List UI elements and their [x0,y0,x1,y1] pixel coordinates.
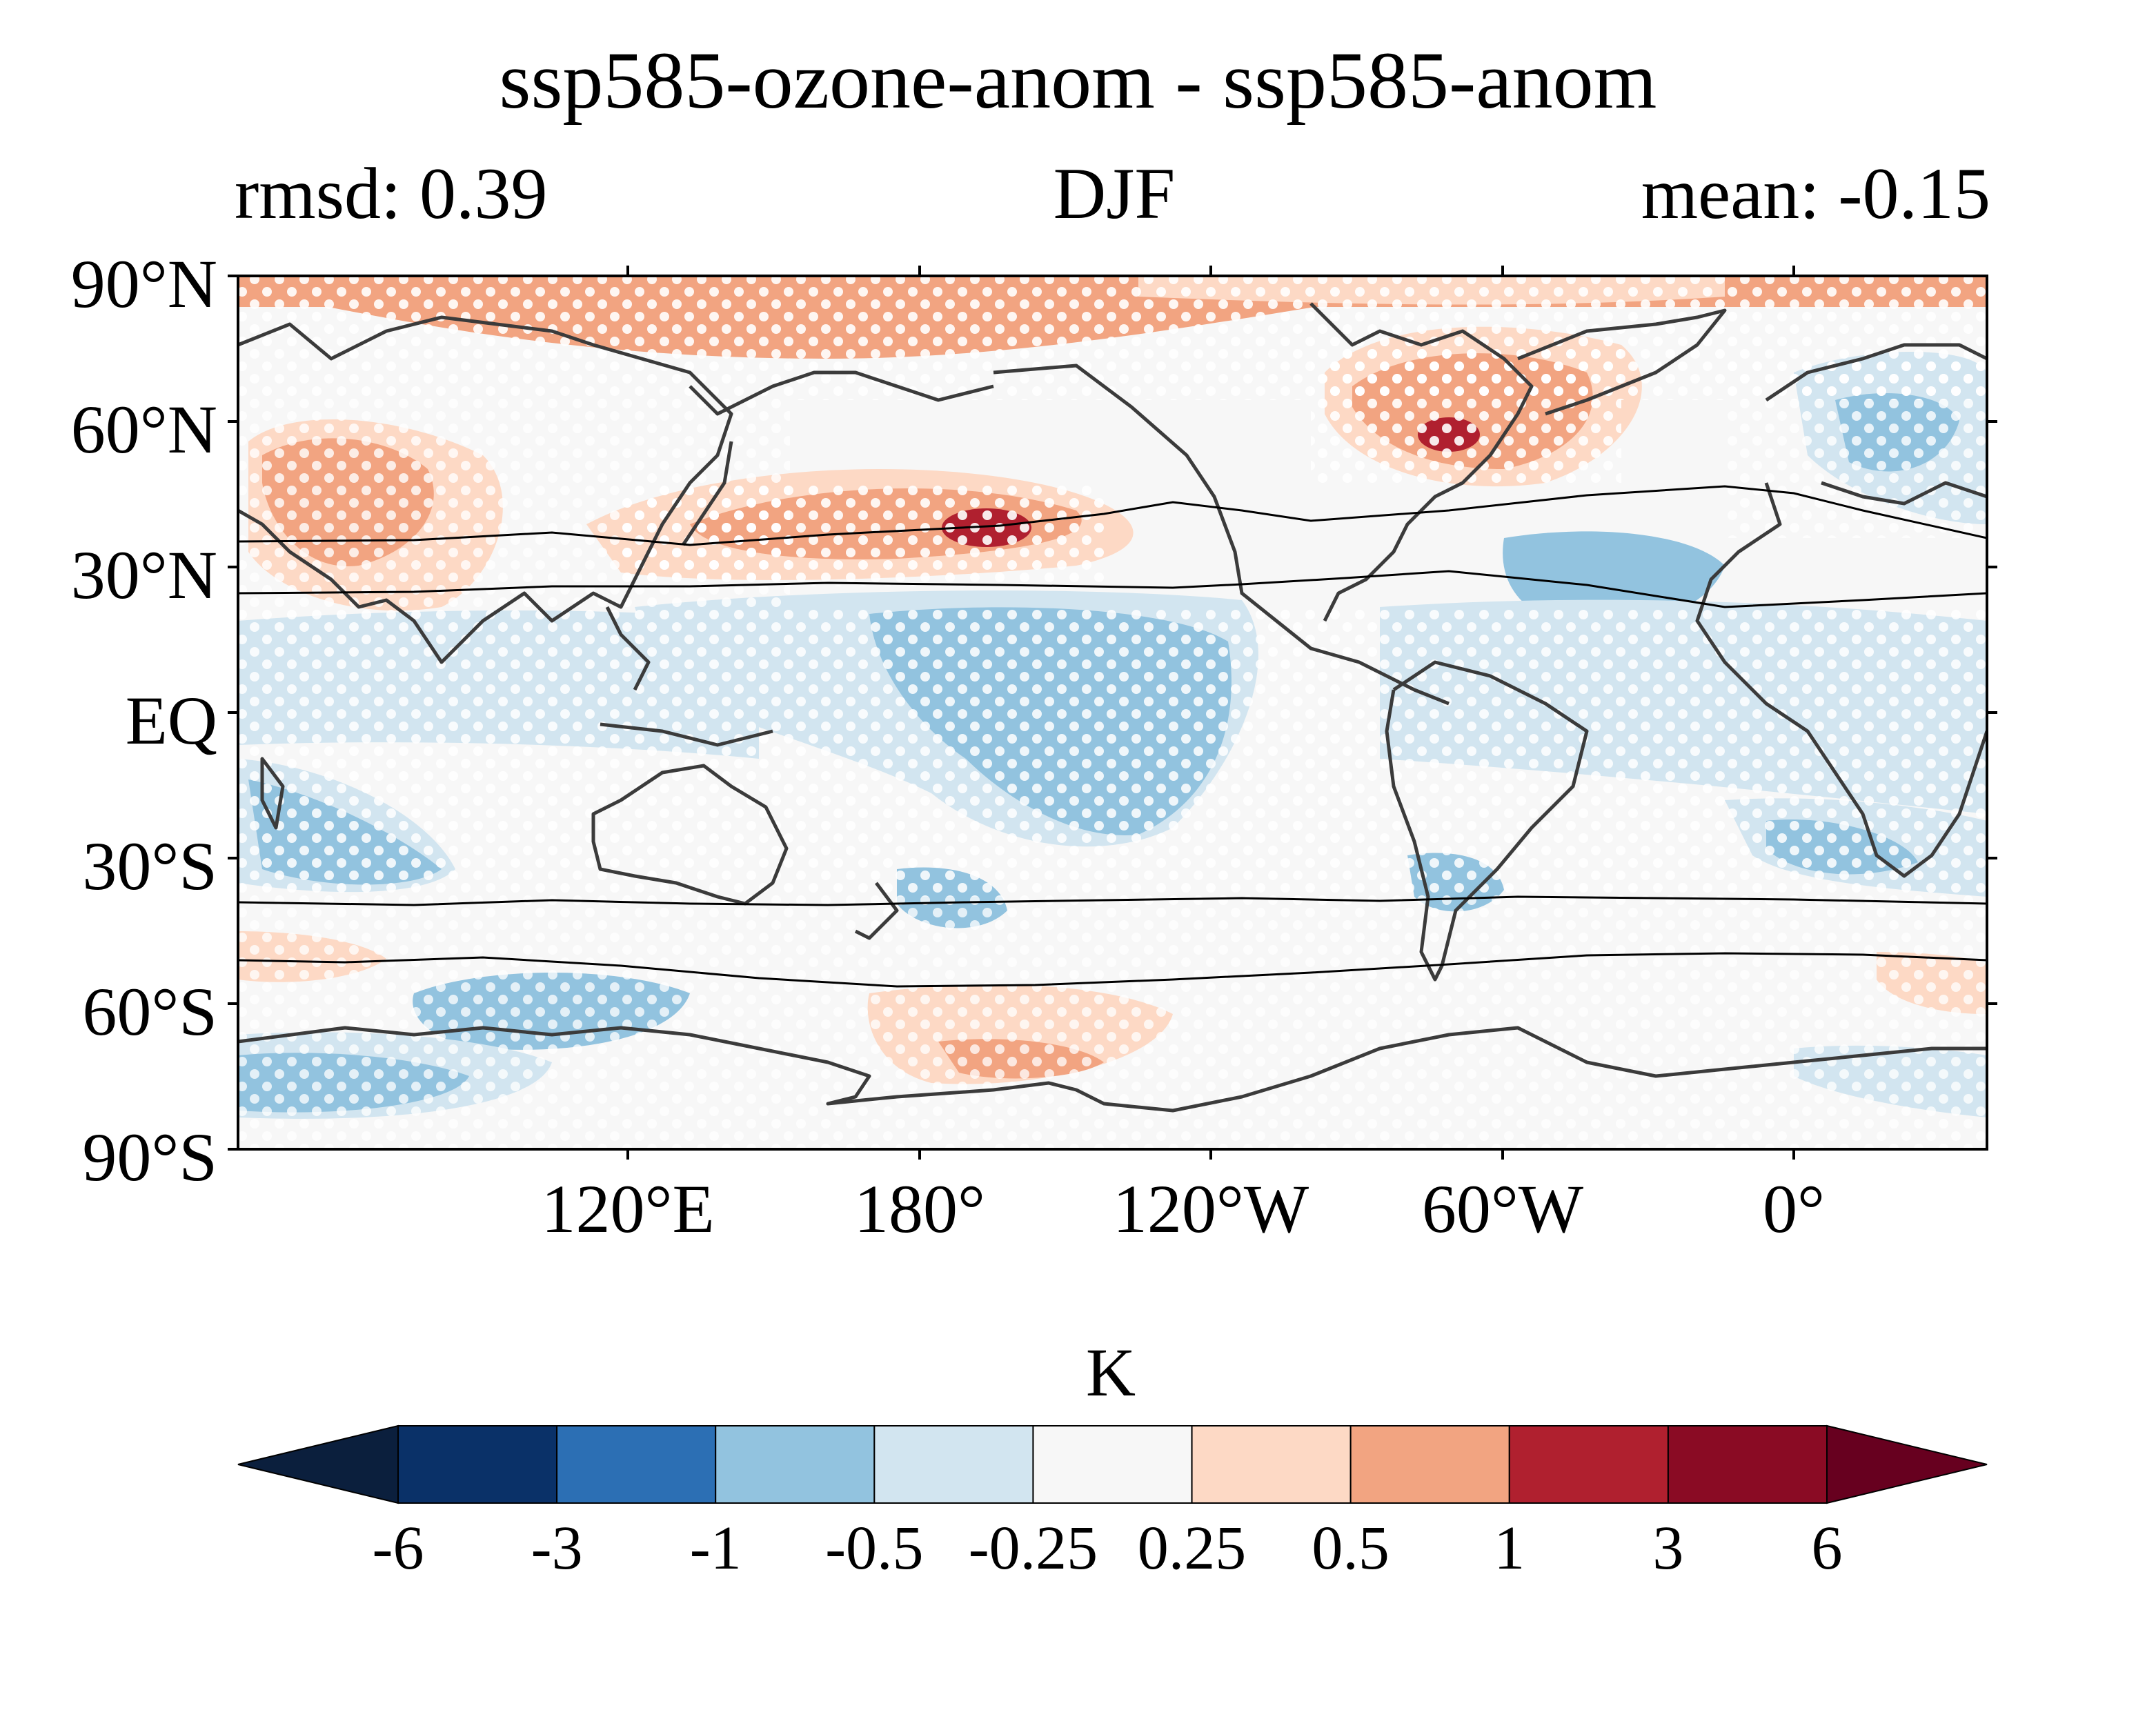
rmsd-label: rmsd: 0.39 [235,153,548,234]
coastlines [238,302,1987,1113]
colorbar-bin [397,1425,558,1504]
lat-label-60s: 60°S [82,973,217,1050]
lat-label-eq: EQ [125,682,217,759]
map-title: ssp585-ozone-anom - ssp585-anom [499,35,1657,126]
anomaly-field [238,276,1987,1149]
lon-label-180: 180° [854,1171,985,1247]
colorbar [237,1424,1988,1504]
colorbar-unit: K [1085,1334,1136,1411]
jet-contours [238,485,1987,988]
mean-label: mean: -0.15 [1641,153,1990,234]
lat-label-90s: 90°S [82,1119,217,1195]
lon-label-0: 0° [1763,1171,1825,1247]
lon-label-120e: 120°E [541,1171,715,1247]
colorbar-bin [1508,1425,1669,1504]
colorbar-bin [873,1425,1034,1504]
lat-label-60n: 60°N [70,391,217,468]
colorbar-tick-label: 3 [1652,1514,1684,1582]
lat-label-30n: 30°N [70,537,217,613]
colorbar-bin [1191,1425,1352,1504]
colorbar-tick-label: -3 [531,1514,583,1582]
axis-ticks [228,266,1997,1160]
colorbar-bin [1032,1425,1193,1504]
season-label: DJF [1053,153,1176,234]
colorbar-extend-min [237,1424,399,1504]
lon-label-120w: 120°W [1112,1171,1309,1247]
lat-label-30s: 30°S [82,828,217,904]
colorbar-tick-label: -6 [372,1514,424,1582]
colorbar-tick-label: -0.25 [968,1514,1098,1582]
colorbar-bin [1667,1425,1828,1504]
colorbar-tick-label: 1 [1494,1514,1525,1582]
colorbar-tick-label: 0.25 [1137,1514,1247,1582]
colorbar-tick-label: 6 [1811,1514,1843,1582]
colorbar-tick-label: -0.5 [825,1514,924,1582]
map-panel [228,266,1997,1160]
colorbar-tick-label: 0.5 [1312,1514,1389,1582]
colorbar-tick-label: -1 [689,1514,742,1582]
lon-label-60w: 60°W [1421,1171,1584,1247]
colorbar-bin [1349,1425,1510,1504]
colorbar-bin [556,1425,717,1504]
lat-label-90n: 90°N [70,246,217,322]
colorbar-bin [715,1425,876,1504]
colorbar-extend-max [1826,1424,1988,1504]
